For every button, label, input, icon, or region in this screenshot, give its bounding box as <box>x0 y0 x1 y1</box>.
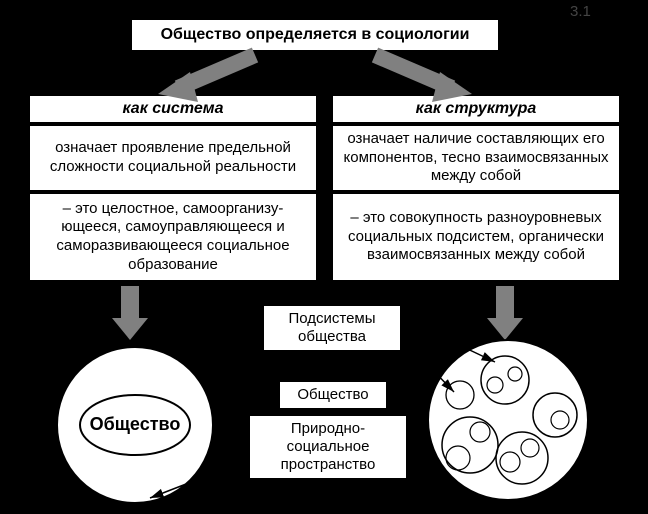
left-circle-label: Общество <box>80 414 190 435</box>
label-nature-social: Природно-социальное пространство <box>248 414 408 480</box>
label-society-text: Общество <box>297 386 368 403</box>
left-circle-label-text: Общество <box>90 414 181 434</box>
label-subsystems-text: Подсистемы общества <box>288 310 375 345</box>
label-society: Общество <box>278 380 388 410</box>
label-nature-text: Природно-социальное пространство <box>281 420 376 473</box>
label-subsystems: Подсистемы общества <box>262 304 402 352</box>
